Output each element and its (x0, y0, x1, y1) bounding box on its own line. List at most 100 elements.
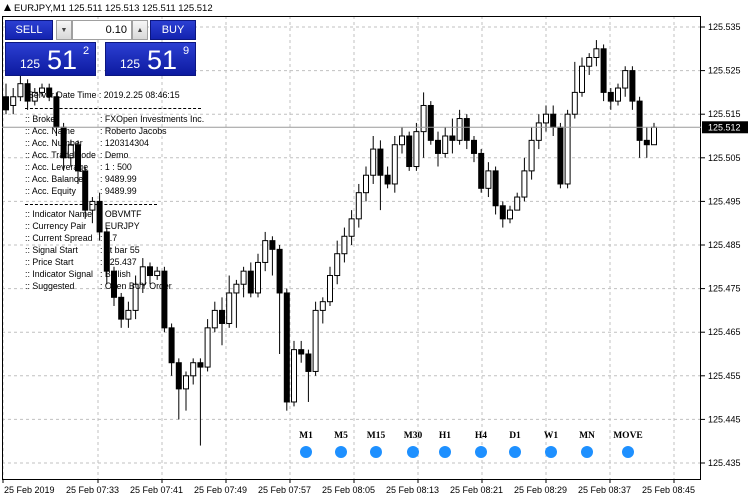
candle-body-bull (67, 144, 74, 159)
candle (607, 88, 614, 110)
candle (319, 297, 326, 324)
info-value: : FXOpen Investments Inc. (100, 114, 205, 124)
time-tick-label: 25 Feb 08:45 (642, 485, 695, 495)
candle (75, 140, 81, 184)
sell-button[interactable]: SELL (5, 20, 53, 40)
candle-body-bull (319, 301, 326, 311)
info-label: :: Currency Pair (25, 221, 87, 231)
price-tick-label: 125.505 (708, 153, 741, 163)
candle-body-bull (535, 122, 542, 141)
candle (463, 114, 470, 150)
candle-body-bear (103, 231, 110, 272)
timeframe-button-m5[interactable] (335, 446, 347, 458)
candle (557, 122, 564, 189)
candle (593, 40, 600, 67)
candle-body-bull (327, 275, 333, 303)
info-label: :: Suggested (25, 281, 75, 291)
price-tick-label: 125.465 (708, 327, 741, 337)
volume-input[interactable]: 0.10 (72, 20, 132, 40)
candle (147, 262, 153, 285)
candle (139, 258, 146, 293)
candle-body-bear (406, 135, 413, 168)
candle (586, 53, 593, 75)
candle-body-bear (247, 270, 254, 294)
candle-body-bear (377, 148, 384, 176)
candle-body-bull (39, 87, 45, 93)
info-value: : 9489.99 (100, 174, 137, 184)
candle (305, 349, 312, 402)
candle-body-bear (499, 205, 506, 220)
timeframe-button-h4[interactable] (475, 446, 487, 458)
candle-body-bull (586, 57, 593, 67)
candle (629, 66, 636, 110)
timeframe-label-m30: M30 (403, 431, 423, 441)
candle-body-bull (370, 148, 377, 176)
one-click-trading-panel: SELL ▼ 0.10 ▲ BUY 125 51 2 125 51 9 (4, 18, 196, 76)
timeframe-label-m1: M1 (299, 431, 313, 441)
candle (17, 74, 24, 102)
buy-price-button[interactable]: 125 51 9 (105, 42, 196, 76)
candle (499, 201, 506, 228)
candle-body-bull (291, 349, 297, 403)
candle (391, 136, 398, 193)
candle-body-bull (211, 309, 218, 329)
buy-button[interactable]: BUY (150, 20, 196, 40)
timeframe-button-d1[interactable] (509, 446, 521, 458)
candle (600, 44, 607, 102)
candle (442, 127, 449, 158)
candle (643, 127, 650, 158)
candle-body-bull (543, 113, 549, 124)
volume-increase-button[interactable]: ▲ (132, 20, 148, 40)
candle-body-bull (456, 118, 463, 141)
candle-body-bull (593, 48, 600, 59)
candle-body-bull (521, 170, 528, 198)
candle-body-bear (427, 104, 434, 141)
timeframe-button-w1[interactable] (545, 446, 557, 458)
timeframe-button-h1[interactable] (439, 446, 451, 458)
price-tick-label: 125.455 (708, 371, 741, 381)
candle-body-bull (312, 309, 319, 372)
time-tick-label: 25 Feb 08:05 (322, 485, 375, 495)
info-label: :: Current Spread (25, 233, 93, 243)
sell-price-prefix: 125 (20, 57, 41, 71)
candle-body-bull (255, 261, 261, 294)
candle-body-bull (341, 235, 348, 255)
timeframe-button-m1[interactable] (300, 446, 312, 458)
info-value: : 120314304 (100, 138, 149, 148)
time-tick-label: 25 Feb 07:41 (130, 485, 183, 495)
info-separator (25, 204, 157, 205)
volume-decrease-button[interactable]: ▼ (56, 20, 72, 40)
time-tick-label: 25 Feb 07:49 (194, 485, 247, 495)
candle (161, 266, 168, 333)
timeframe-button-m15[interactable] (370, 446, 382, 458)
timeframe-button-m30[interactable] (407, 446, 419, 458)
info-label: :: Indicator Name (25, 209, 92, 219)
info-value: : OBVMTF (100, 209, 142, 219)
candle-body-bear (111, 270, 117, 298)
price-tick-label: 125.495 (708, 196, 741, 206)
candle-body-bull (183, 375, 189, 390)
candle (535, 114, 542, 150)
candle-body-bear (629, 70, 636, 102)
chart-title: EURJPY,M1 125.511 125.513 125.511 125.51… (4, 3, 213, 14)
candle (262, 231, 269, 272)
candle (485, 162, 492, 198)
candle (283, 288, 290, 411)
candle-body-bull (528, 139, 535, 172)
timeframe-button-mn[interactable] (581, 446, 593, 458)
candle (399, 127, 405, 154)
sell-price-button[interactable]: 125 51 2 (5, 42, 96, 76)
info-value: : 0.7 (100, 233, 118, 243)
candle-body-bull (125, 309, 132, 320)
price-axis: 125.535 125.525 125.515 125.505 125.495 125.4… (2, 22, 748, 468)
info-value: : 125.437 (100, 257, 137, 267)
candle (39, 83, 45, 97)
timeframe-button-move[interactable] (622, 446, 634, 458)
candle (521, 157, 528, 202)
candle (435, 131, 441, 167)
candle-body-bull (204, 327, 211, 368)
timeframe-label-m5: M5 (334, 431, 348, 441)
time-tick-label: 25 Feb 08:29 (514, 485, 567, 495)
candle-body-bear (600, 48, 607, 93)
